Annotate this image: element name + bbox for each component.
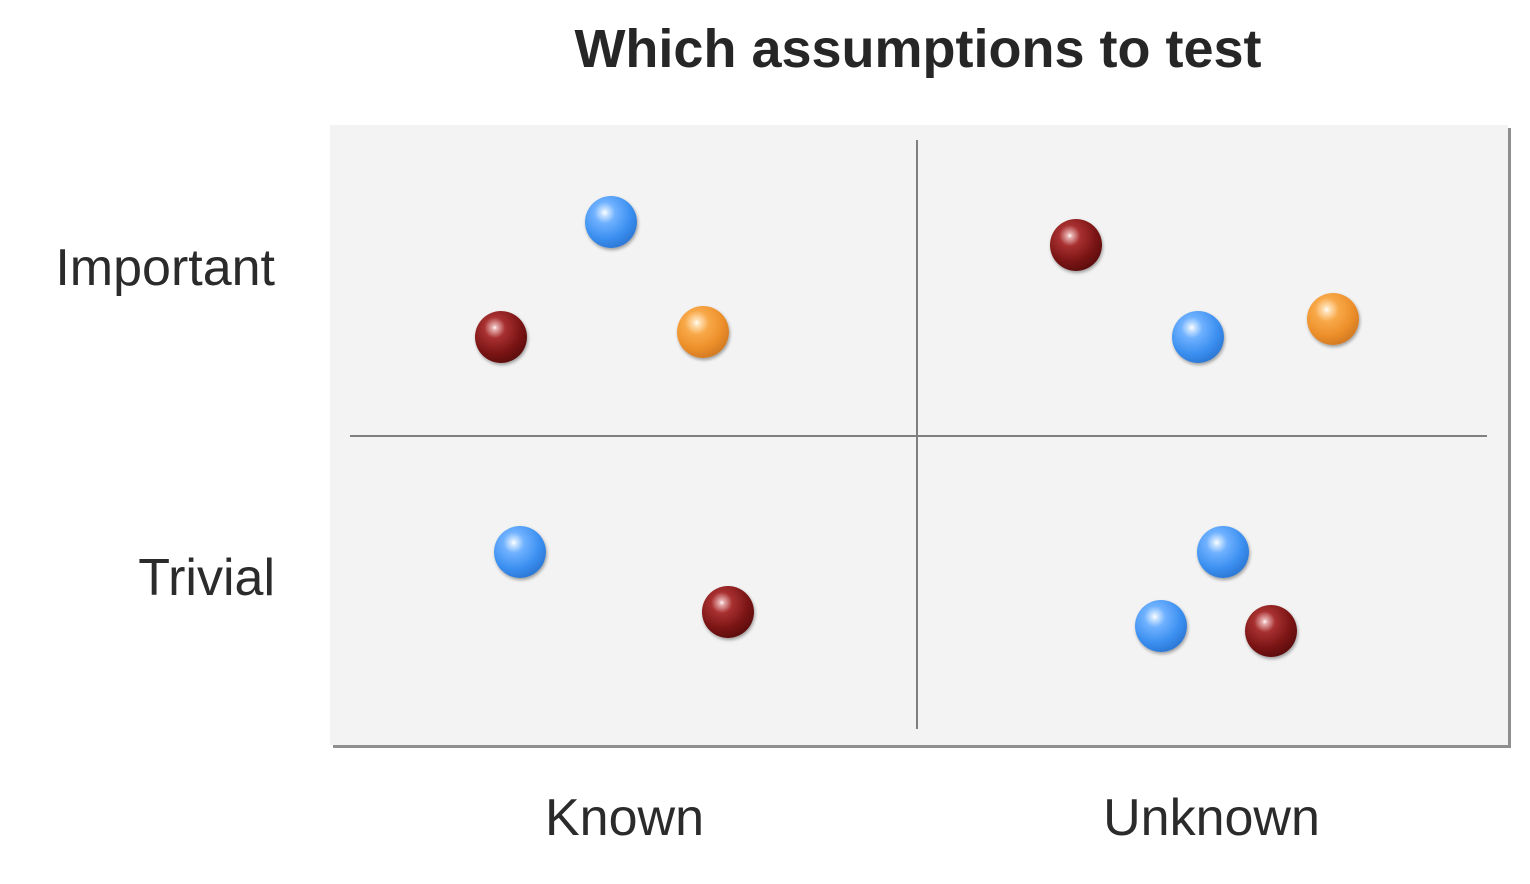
assumption-matrix bbox=[330, 125, 1508, 745]
assumption-ball-trivial-unknown-2 bbox=[1135, 600, 1187, 652]
y-label-important: Important bbox=[55, 239, 275, 297]
y-label-trivial: Trivial bbox=[138, 549, 275, 607]
assumption-ball-trivial-unknown-1 bbox=[1197, 526, 1249, 578]
assumption-ball-important-unknown-2 bbox=[1172, 311, 1224, 363]
assumption-ball-trivial-known-1 bbox=[494, 526, 546, 578]
assumption-ball-important-known-2 bbox=[475, 311, 527, 363]
horizontal-divider bbox=[350, 435, 1487, 437]
assumption-ball-important-known-1 bbox=[585, 196, 637, 248]
x-label-unknown: Unknown bbox=[1103, 789, 1320, 847]
vertical-divider bbox=[916, 140, 918, 729]
assumption-ball-important-known-3 bbox=[677, 306, 729, 358]
assumption-ball-trivial-known-2 bbox=[702, 586, 754, 638]
assumption-ball-important-unknown-3 bbox=[1307, 293, 1359, 345]
assumption-ball-important-unknown-1 bbox=[1050, 219, 1102, 271]
x-label-known: Known bbox=[545, 789, 704, 847]
diagram-title: Which assumptions to test bbox=[574, 19, 1262, 79]
assumption-ball-trivial-unknown-3 bbox=[1245, 605, 1297, 657]
